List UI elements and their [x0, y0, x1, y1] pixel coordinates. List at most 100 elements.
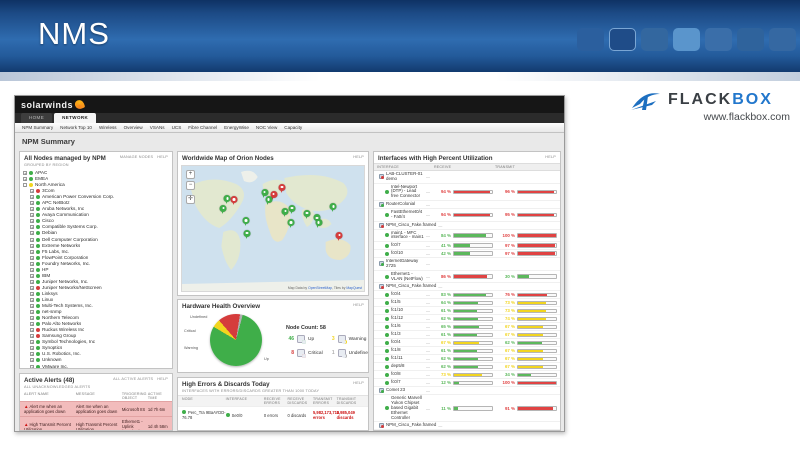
interface-row[interactable]: Ethernet1 - VLAN (NetFlow) — 86 % 30 % — [374, 271, 560, 284]
tab-home[interactable]: HOME — [21, 113, 53, 123]
menu-item-capacity[interactable]: Capacity — [284, 125, 303, 130]
map-node-pin[interactable] — [303, 209, 311, 219]
interface-row[interactable]: fc0/4— 67 % 62 % — [374, 339, 560, 348]
tree-expand-icon[interactable]: + — [30, 213, 34, 219]
map-node-pin[interactable] — [270, 190, 278, 200]
panel-link-all-active-alerts[interactable]: ALL ACTIVE ALERTS — [113, 377, 154, 381]
tree-node-row[interactable]: + net-snmp — [23, 309, 169, 315]
interface-row[interactable]: fc7/8—4 %78 % — [374, 430, 560, 431]
map-node-pin[interactable] — [288, 204, 296, 214]
map-node-pin[interactable] — [261, 188, 269, 198]
tree-node-row[interactable]: + Northern Telecom — [23, 315, 169, 321]
tree-node-row[interactable]: + Ruckus Wireless Inc — [23, 327, 169, 333]
tree-node-row[interactable]: + Compatible Systems Corp. — [23, 224, 169, 230]
map-node-pin[interactable] — [329, 202, 337, 212]
tree-node-row[interactable]: + Symbol Technologies, Inc — [23, 339, 169, 345]
tree-node-row[interactable]: + F5 Labs, Inc. — [23, 249, 169, 255]
mapquest-link[interactable]: MapQuest — [346, 286, 362, 290]
tree-node-row[interactable]: + Synoptics — [23, 345, 169, 351]
tree-expand-icon[interactable]: + — [30, 237, 34, 243]
interface-row[interactable]: main1 - MFC interface - main1— 84 % 100 % — [374, 230, 560, 243]
map-node-pin[interactable] — [281, 207, 289, 217]
high-errors-row[interactable]: Perc_Tra 9BaAYDD-76.78 Se0/0 0 errors 0 dis… — [178, 406, 368, 423]
tab-network[interactable]: NETWORK — [54, 113, 97, 123]
panel-link-help[interactable]: HELP — [545, 155, 556, 159]
tree-expand-icon[interactable]: + — [30, 249, 34, 255]
interface-row[interactable]: fc0/10— 42 % 97 % — [374, 250, 560, 259]
tree-expand-icon[interactable]: + — [30, 291, 34, 297]
interface-row[interactable]: fc1/8— 61 % 67 % — [374, 347, 560, 356]
interface-row[interactable]: fc0/7— 41 % 97 % — [374, 242, 560, 251]
tree-expand-icon[interactable]: + — [30, 358, 34, 364]
tree-node-row[interactable]: + HP — [23, 267, 169, 273]
tree-node-row[interactable]: + EMEA — [23, 176, 169, 182]
interface-node-row[interactable]: NPM_Cisco_Fake.framed — — [374, 422, 560, 430]
menu-item-overview[interactable]: Overview — [123, 125, 143, 130]
map-node-pin[interactable] — [219, 204, 227, 214]
panel-link-help[interactable]: HELP — [353, 155, 364, 159]
interface-row[interactable]: Intel-Newport (DTP) - Lead free Connecto… — [374, 184, 560, 201]
interface-node-row[interactable]: Comet 23— — [374, 387, 560, 396]
interface-node-row[interactable]: NPM_Cisco_Fake.framed — — [374, 222, 560, 230]
map-node-pin[interactable] — [278, 183, 286, 193]
tree-node-row[interactable]: + Multi-Tech Systems, Inc. — [23, 303, 169, 309]
tree-expand-icon[interactable]: + — [30, 279, 34, 285]
tree-expand-icon[interactable]: + — [30, 243, 34, 249]
interface-node-row[interactable]: InternetGateway 2725— — [374, 258, 560, 271]
tree-node-row[interactable]: + Foundry Networks, Inc. — [23, 261, 169, 267]
tree-expand-icon[interactable]: + — [30, 273, 34, 279]
map-node-pin[interactable] — [243, 229, 251, 239]
tree-expand-icon[interactable]: + — [30, 189, 34, 195]
tree-node-row[interactable]: - North America — [23, 182, 169, 188]
tree-expand-icon[interactable]: + — [30, 364, 34, 369]
tree-node-row[interactable]: + Linux — [23, 297, 169, 303]
tree-node-row[interactable]: + FlowPoint Corporation — [23, 255, 169, 261]
tree-expand-icon[interactable]: + — [30, 340, 34, 346]
tree-expand-icon[interactable]: + — [30, 219, 34, 225]
interface-row[interactable]: Generic Marvell Yukon Chipset based Giga… — [374, 395, 560, 423]
tree-expand-icon[interactable]: + — [23, 171, 27, 177]
map-node-pin[interactable] — [223, 195, 231, 205]
menu-item-npm-summary[interactable]: NPM Summary — [22, 125, 54, 130]
tree-node-row[interactable]: + Dell Computer Corporation — [23, 237, 169, 243]
tree-expand-icon[interactable]: + — [30, 285, 34, 291]
tree-node-row[interactable]: + Palo Alto Networks — [23, 321, 169, 327]
interface-row[interactable]: dep5/8— 62 % 67 % — [374, 363, 560, 372]
tree-expand-icon[interactable]: + — [30, 225, 34, 231]
map-zoom-out-button[interactable]: − — [186, 181, 195, 190]
tree-expand-icon[interactable]: + — [30, 231, 34, 237]
interface-row[interactable]: fc0/4— 83 % 76 % — [374, 291, 560, 300]
tree-node-row[interactable]: + Juniper Networks, Inc. — [23, 279, 169, 285]
tree-expand-icon[interactable]: + — [30, 310, 34, 316]
tree-node-row[interactable]: + VMware Inc. — [23, 364, 169, 369]
tree-expand-icon[interactable]: + — [23, 177, 27, 183]
tree-expand-icon[interactable]: + — [30, 255, 34, 261]
tree-node-row[interactable]: +3Com — [23, 188, 169, 194]
tree-node-row[interactable]: + Aruba Networks, Inc — [23, 206, 169, 212]
tree-node-row[interactable]: + IBM — [23, 273, 169, 279]
menu-item-fibre-channel[interactable]: Fibre Channel — [188, 125, 218, 130]
panel-link-help[interactable]: HELP — [353, 381, 364, 385]
tree-expand-icon[interactable]: + — [30, 334, 34, 340]
panel-link-help[interactable]: HELP — [157, 155, 168, 159]
map-node-pin[interactable] — [287, 219, 295, 229]
tree-node-row[interactable]: + APC NetBotz — [23, 200, 169, 206]
tree-node-row[interactable]: + Cisco — [23, 218, 169, 224]
interface-row[interactable]: fc0/7— 12 % 100 % — [374, 379, 560, 388]
tree-expand-icon[interactable]: + — [30, 346, 34, 352]
tree-expand-icon[interactable]: + — [30, 267, 34, 273]
interface-row[interactable]: fc1/3— 61 % 67 % — [374, 331, 560, 340]
interface-row[interactable]: fc1/12— 62 % 74 % — [374, 315, 560, 324]
tree-expand-icon[interactable]: - — [23, 183, 27, 189]
tree-node-row[interactable]: + American Power Conversion Corp. — [23, 194, 169, 200]
tree-node-row[interactable]: + Debian — [23, 230, 169, 236]
map-pan-button[interactable]: ✛ — [186, 195, 195, 204]
menu-item-noc-view[interactable]: NOC View — [255, 125, 278, 130]
interface-node-row[interactable]: LAB-CLUSTER-01 demo — — [374, 171, 560, 184]
tree-expand-icon[interactable]: + — [30, 201, 34, 207]
tree-node-row[interactable]: + U.S. Robotics, Inc. — [23, 351, 169, 357]
tree-node-row[interactable]: + Samsung Group — [23, 333, 169, 339]
panel-link-help[interactable]: HELP — [353, 303, 364, 307]
interface-row[interactable]: fc1/5— 64 % 73 % — [374, 299, 560, 308]
map-node-pin[interactable] — [315, 219, 323, 229]
